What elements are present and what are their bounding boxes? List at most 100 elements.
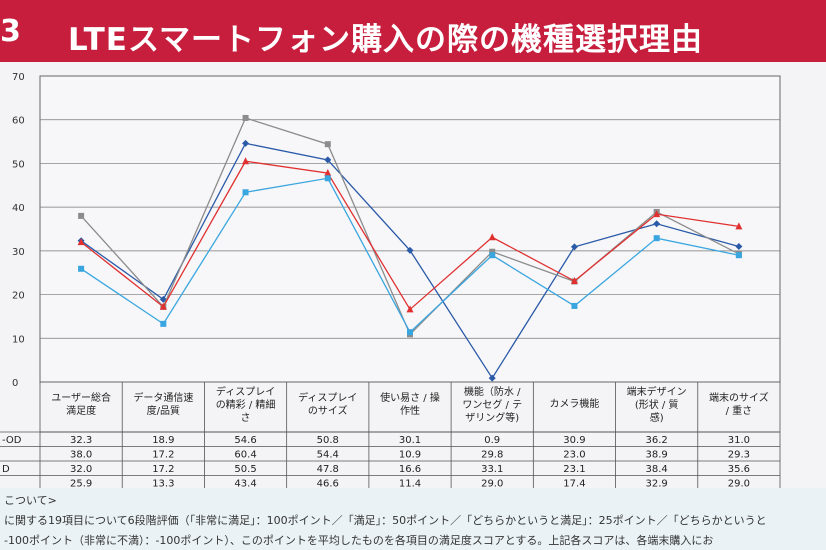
data-label: 38.4 — [646, 464, 668, 475]
data-point — [571, 302, 578, 309]
category-label: 感) — [650, 411, 664, 424]
category-label: の精彩 / 精細 — [216, 398, 276, 411]
category-label: 満足度 — [66, 404, 96, 417]
data-label: 16.6 — [399, 464, 421, 475]
data-label: 13.3 — [152, 479, 174, 489]
data-label: 17.4 — [563, 479, 585, 489]
y-tick-label: 50 — [12, 159, 25, 170]
data-point — [324, 175, 331, 182]
data-label: 0.9 — [484, 435, 500, 446]
data-label: 17.2 — [152, 464, 174, 475]
data-point — [160, 320, 167, 327]
data-point — [570, 277, 578, 285]
notes-section: こついて> に関する19項目について6段階評価（「非常に満足」：100ポイント／… — [0, 488, 826, 550]
category-label: さ — [241, 412, 251, 424]
data-point — [488, 233, 496, 241]
data-label: 43.4 — [234, 479, 256, 489]
data-label: 33.1 — [481, 464, 503, 475]
category-label: / 重さ — [726, 404, 753, 417]
category-label: 機能（防水 / — [464, 385, 521, 398]
data-label: 50.8 — [317, 435, 339, 446]
category-label: ワンセグ / テ — [462, 398, 522, 411]
data-label: 25.9 — [70, 479, 92, 489]
data-label: 54.4 — [317, 450, 339, 461]
data-point — [242, 157, 250, 165]
data-label: 54.6 — [234, 435, 256, 446]
data-label: 11.4 — [399, 479, 421, 489]
notes-heading: こついて> — [4, 494, 57, 507]
y-tick-label: 0 — [12, 378, 18, 389]
data-label: 46.6 — [317, 479, 339, 489]
data-point — [78, 212, 85, 219]
category-label: データ通信速 — [133, 391, 193, 404]
data-label: 18.9 — [152, 435, 174, 446]
data-point — [406, 305, 414, 313]
page-header: 3 LTEスマートフォン購入の際の機種選択理由 — [0, 0, 826, 62]
category-label: ユーザー総合 — [51, 391, 111, 404]
category-label: 端末デザイン — [627, 385, 687, 398]
data-point — [735, 242, 743, 250]
data-label: 50.5 — [234, 464, 256, 475]
category-label: 度/品質 — [147, 404, 180, 417]
y-tick-label: 10 — [12, 334, 25, 345]
data-label: 30.9 — [563, 435, 585, 446]
data-label: 35.6 — [728, 464, 750, 475]
data-point — [324, 169, 332, 177]
category-label: ディスプレイ — [216, 385, 275, 398]
data-label: 29.8 — [481, 450, 503, 461]
section-number: 3 — [0, 14, 21, 49]
category-label: 作性 — [400, 404, 420, 417]
data-point — [570, 243, 578, 251]
data-label: 47.8 — [317, 464, 339, 475]
data-label: 38.0 — [70, 450, 92, 461]
data-point — [242, 114, 249, 121]
category-label: (形状 / 質 — [635, 398, 679, 411]
data-point — [324, 141, 331, 148]
notes-text-line: に関する19項目について6段階評価（「非常に満足」：100ポイント／「満足」：5… — [4, 514, 767, 527]
data-point — [407, 329, 413, 336]
data-point — [406, 246, 414, 254]
category-label: カメラ機能 — [549, 397, 599, 410]
data-label: 10.9 — [399, 450, 421, 461]
category-label: ディスプレイ — [298, 391, 357, 404]
y-tick-label: 40 — [12, 203, 25, 214]
data-point — [489, 252, 496, 259]
page-title: LTEスマートフォン購入の際の機種選択理由 — [68, 22, 704, 58]
data-label: 17.2 — [152, 450, 174, 461]
data-label: 32.0 — [70, 464, 92, 475]
data-point — [78, 265, 85, 272]
y-tick-label: 20 — [12, 291, 25, 302]
series-row-label: -OD — [2, 435, 22, 446]
data-label: 23.0 — [563, 450, 585, 461]
data-point — [735, 252, 742, 259]
series-row-label: D — [2, 464, 10, 475]
y-tick-label: 70 — [12, 72, 25, 83]
data-point — [653, 220, 661, 228]
y-tick-label: 60 — [12, 116, 25, 127]
category-label: 使い易さ / 操 — [380, 391, 440, 404]
data-label: 60.4 — [234, 450, 256, 461]
data-label: 32.3 — [70, 435, 92, 446]
category-label: 端末のサイズ — [709, 391, 769, 404]
category-label: のサイズ — [308, 404, 348, 417]
notes-text-line: -100ポイント（非常に不満）：-100ポイント）、このポイントを平均したものを… — [4, 534, 714, 547]
data-label: 30.1 — [399, 435, 421, 446]
data-label: 29.3 — [728, 450, 750, 461]
data-point — [77, 238, 85, 246]
data-point — [324, 156, 332, 164]
data-label: 32.9 — [646, 479, 668, 489]
data-label: 36.2 — [646, 435, 668, 446]
data-point — [653, 235, 660, 242]
data-label: 38.9 — [646, 450, 668, 461]
data-point — [159, 295, 167, 303]
data-point — [489, 248, 496, 255]
data-point — [159, 302, 167, 310]
category-label: ザリング等) — [465, 411, 519, 424]
y-tick-label: 30 — [12, 247, 25, 258]
data-point — [242, 139, 250, 147]
data-point — [653, 210, 661, 218]
data-label: 29.0 — [481, 479, 503, 489]
data-point — [488, 374, 496, 382]
data-point — [242, 189, 249, 196]
